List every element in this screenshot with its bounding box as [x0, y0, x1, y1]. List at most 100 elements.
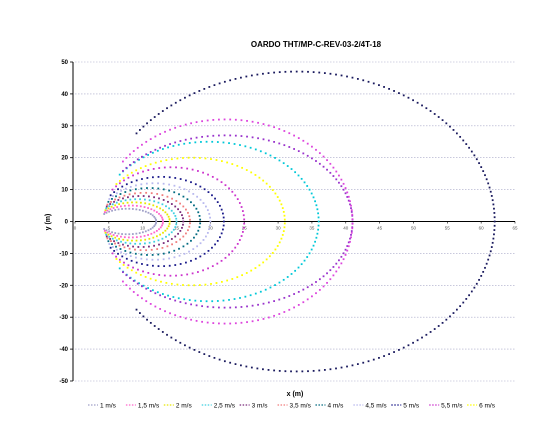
data-point [198, 90, 201, 92]
data-point [193, 156, 196, 159]
data-point [201, 120, 204, 123]
data-point [177, 208, 179, 211]
data-point [445, 318, 448, 321]
data-point [115, 239, 118, 242]
data-point [103, 211, 106, 214]
data-point [166, 227, 169, 230]
data-point [465, 143, 468, 145]
legend-item: 3 m/s [239, 403, 268, 410]
data-point [148, 241, 151, 244]
data-point [149, 163, 152, 166]
data-point [177, 297, 180, 300]
data-point [203, 353, 206, 356]
y-tick-label: -40 [59, 347, 68, 353]
data-point [165, 235, 167, 238]
data-point [240, 364, 242, 367]
data-point [211, 140, 214, 143]
data-point [153, 244, 155, 247]
data-point [493, 224, 496, 227]
data-point [340, 74, 343, 77]
data-point [174, 226, 177, 228]
data-point [182, 205, 185, 208]
data-point [207, 249, 210, 252]
data-point [113, 240, 115, 243]
data-point [169, 143, 171, 145]
y-tick-label: -30 [59, 315, 68, 321]
data-point [311, 145, 313, 148]
data-point [108, 210, 111, 213]
data-point [251, 136, 254, 139]
data-point [174, 126, 177, 129]
data-point [407, 96, 410, 99]
data-point [349, 240, 351, 243]
data-point [186, 273, 189, 276]
y-tick-label: 0 [65, 220, 69, 226]
data-point [278, 71, 281, 74]
y-tick-labels: 50 40 30 20 10 0 -10 -20 -30 -40 -50 [59, 60, 73, 385]
data-point [487, 258, 490, 261]
data-point [344, 248, 347, 251]
data-point [473, 286, 476, 289]
data-point [124, 233, 127, 236]
data-point [161, 246, 164, 249]
data-point [470, 150, 473, 153]
data-point [196, 195, 199, 198]
data-point [229, 361, 232, 364]
data-point [218, 118, 220, 121]
data-point [220, 259, 223, 262]
data-point [162, 182, 165, 185]
data-point [246, 305, 248, 308]
data-point [119, 261, 121, 263]
series-10 [111, 166, 246, 277]
data-point [123, 204, 126, 207]
data-point [122, 169, 124, 172]
data-point [153, 200, 156, 203]
data-point [219, 204, 221, 207]
data-point [349, 203, 351, 206]
data-point [197, 211, 200, 214]
data-point [122, 243, 124, 246]
data-point [223, 118, 226, 121]
data-point [173, 249, 176, 252]
data-point [196, 245, 199, 248]
data-point [103, 213, 106, 215]
data-point [206, 305, 209, 308]
data-point [131, 239, 133, 242]
data-point [132, 280, 135, 282]
data-point [144, 210, 147, 213]
data-point [122, 177, 125, 179]
data-point [262, 72, 264, 75]
chart-title: OARDO THT/MP-C-REV-03-2/4T-18 [251, 40, 382, 49]
data-point [167, 225, 170, 228]
series-12 [118, 140, 320, 303]
data-point [317, 220, 320, 223]
legend-label: 4 m/s [327, 403, 344, 410]
data-point [149, 321, 152, 324]
data-point [178, 254, 181, 257]
data-point [153, 225, 156, 228]
data-point [141, 297, 143, 300]
data-point [220, 208, 223, 211]
data-point [139, 198, 141, 201]
data-point [162, 199, 165, 201]
data-point [311, 157, 313, 160]
data-point [164, 144, 166, 147]
data-point [168, 183, 171, 186]
data-point [475, 158, 478, 161]
data-point [168, 207, 171, 210]
data-point [197, 170, 199, 172]
data-point [205, 235, 207, 238]
data-point [144, 230, 147, 233]
data-point [182, 284, 184, 286]
y-axis-label: y (m) [45, 214, 52, 231]
data-point [200, 300, 202, 302]
data-point [114, 242, 116, 245]
data-point [208, 355, 211, 357]
data-series [103, 70, 496, 373]
data-point [240, 206, 243, 208]
data-point [190, 201, 192, 204]
data-point [126, 266, 129, 269]
data-point [143, 235, 146, 237]
data-point [107, 240, 110, 243]
data-point [416, 339, 419, 342]
